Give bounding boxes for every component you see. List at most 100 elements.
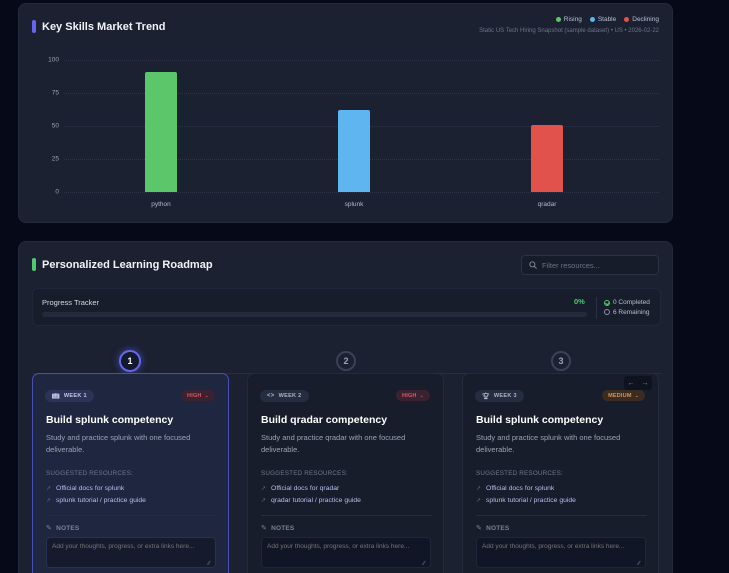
y-tick: 0 xyxy=(55,188,59,196)
legend-label: Rising xyxy=(563,16,582,23)
roadmap-heading: Personalized Learning Roadmap xyxy=(42,258,213,271)
resize-handle-icon[interactable]: ∕∕ xyxy=(208,561,211,567)
resize-handle-icon[interactable]: ∕∕ xyxy=(423,561,426,567)
week-card-1[interactable]: 📖︎ WEEK 1 HIGH ⌄ Build splunk competency… xyxy=(32,373,229,573)
priority-label: HIGH xyxy=(187,392,202,399)
y-tick: 100 xyxy=(48,56,59,64)
external-link-icon: ↗ xyxy=(46,497,52,504)
trophy-icon: 🏆︎ xyxy=(482,393,490,400)
arrow-right-icon[interactable]: → xyxy=(641,379,649,387)
resource-list: ↗ Official docs for splunk ↗ splunk tuto… xyxy=(476,483,576,506)
resource-link[interactable]: ↗ splunk tutorial / practice guide xyxy=(46,495,146,507)
external-link-icon: ↗ xyxy=(261,486,267,493)
priority-label: MEDIUM xyxy=(608,392,632,399)
week-card-2[interactable]: <> WEEK 2 HIGH ⌄ Build qradar competency… xyxy=(247,373,444,573)
week-label: WEEK 3 xyxy=(493,393,517,399)
completed-count: 0 Completed xyxy=(613,299,650,306)
notes-label: NOTES xyxy=(271,524,295,532)
search-icon xyxy=(529,261,537,269)
resource-label: splunk tutorial / practice guide xyxy=(56,496,146,504)
week-label: WEEK 2 xyxy=(278,393,302,399)
resources-heading: SUGGESTED RESOURCES: xyxy=(46,470,133,477)
resource-list: ↗ Official docs for splunk ↗ splunk tuto… xyxy=(46,483,146,506)
pencil-icon: ✎ xyxy=(476,525,483,532)
week-title: Build splunk competency xyxy=(46,414,174,426)
bar-python[interactable] xyxy=(145,71,177,192)
resources-heading: SUGGESTED RESOURCES: xyxy=(261,470,348,477)
divider xyxy=(596,297,597,319)
resource-list: ↗ Official docs for qradar ↗ qradar tuto… xyxy=(261,483,361,506)
priority-dropdown[interactable]: HIGH ⌄ xyxy=(396,390,430,401)
divider xyxy=(46,515,217,516)
resource-label: Official docs for splunk xyxy=(56,485,125,493)
progress-bar xyxy=(42,312,587,317)
priority-dropdown[interactable]: HIGH ⌄ xyxy=(181,390,215,401)
pencil-icon: ✎ xyxy=(261,525,268,532)
filter-search[interactable] xyxy=(521,255,659,275)
resource-link[interactable]: ↗ splunk tutorial / practice guide xyxy=(476,495,576,507)
title-accent-bar xyxy=(32,20,36,33)
filter-resources-input[interactable] xyxy=(542,260,652,270)
roadmap-title: Personalized Learning Roadmap xyxy=(32,258,213,271)
legend-label: Stable xyxy=(597,16,617,23)
y-tick: 75 xyxy=(51,89,59,97)
legend-stable: Stable xyxy=(589,16,617,23)
step-1[interactable]: 1 xyxy=(119,350,141,372)
step-3[interactable]: 3 xyxy=(551,351,571,371)
resource-label: splunk tutorial / practice guide xyxy=(486,496,576,504)
remaining-stat: 6 Remaining xyxy=(604,308,650,318)
week-title: Build splunk competency xyxy=(476,414,604,426)
grid-line xyxy=(64,93,659,94)
legend-dot-icon xyxy=(555,17,561,22)
card-nav: ← → xyxy=(624,376,652,390)
y-tick: 25 xyxy=(51,155,59,163)
notes-textarea[interactable] xyxy=(261,537,431,568)
remaining-count: 6 Remaining xyxy=(613,308,650,316)
resources-heading: SUGGESTED RESOURCES: xyxy=(476,470,563,477)
market-trend-panel: Key Skills Market Trend Rising Stable De… xyxy=(18,3,673,223)
week-badge: 📖︎ WEEK 1 xyxy=(45,390,94,402)
market-trend-title: Key Skills Market Trend xyxy=(32,20,166,33)
notes-textarea[interactable] xyxy=(46,537,216,568)
progress-percent: 0% xyxy=(574,297,585,306)
progress-stats: 0 Completed 6 Remaining xyxy=(604,298,650,317)
book-icon: 📖︎ xyxy=(52,393,60,400)
legend-rising: Rising xyxy=(555,16,582,23)
circle-icon xyxy=(604,309,610,316)
resource-label: qradar tutorial / practice guide xyxy=(271,496,361,504)
bar-chart: 100 75 50 25 0 python splunk qradar xyxy=(19,4,674,224)
bar-splunk[interactable] xyxy=(338,110,370,192)
x-label: splunk xyxy=(344,201,364,208)
priority-label: HIGH xyxy=(402,392,417,399)
chevron-down-icon: ⌄ xyxy=(419,392,424,399)
divider xyxy=(476,515,647,516)
external-link-icon: ↗ xyxy=(261,497,267,504)
check-circle-icon xyxy=(604,299,610,306)
external-link-icon: ↗ xyxy=(476,486,482,493)
legend-dot-icon xyxy=(624,17,630,22)
roadmap-panel: Personalized Learning Roadmap Progress T… xyxy=(18,241,673,573)
notes-label: NOTES xyxy=(486,524,510,532)
notes-textarea[interactable] xyxy=(476,537,646,568)
week-description: Study and practice qradar with one focus… xyxy=(261,433,406,454)
progress-label: Progress Tracker xyxy=(42,298,100,307)
resize-handle-icon[interactable]: ∕∕ xyxy=(638,561,641,567)
resource-label: Official docs for splunk xyxy=(486,485,555,493)
resource-link[interactable]: ↗ Official docs for splunk xyxy=(46,483,146,495)
resource-link[interactable]: ↗ qradar tutorial / practice guide xyxy=(261,495,361,507)
resource-link[interactable]: ↗ Official docs for splunk xyxy=(476,483,576,495)
legend-label: Declining xyxy=(632,16,659,23)
arrow-left-icon[interactable]: ← xyxy=(627,379,635,387)
resource-link[interactable]: ↗ Official docs for qradar xyxy=(261,483,361,495)
code-icon: <> xyxy=(267,393,275,399)
title-accent-bar xyxy=(32,258,36,271)
week-title: Build qradar competency xyxy=(261,414,388,426)
week-card-3[interactable]: ← → 🏆︎ WEEK 3 MEDIUM ⌄ Build splunk comp… xyxy=(462,373,659,573)
week-label: WEEK 1 xyxy=(63,393,87,399)
chevron-down-icon: ⌄ xyxy=(204,392,209,399)
notes-heading: ✎ NOTES xyxy=(476,524,510,533)
bar-qradar[interactable] xyxy=(531,124,563,192)
step-2[interactable]: 2 xyxy=(336,351,356,371)
priority-dropdown[interactable]: MEDIUM ⌄ xyxy=(602,390,645,401)
week-badge: <> WEEK 2 xyxy=(260,390,309,402)
